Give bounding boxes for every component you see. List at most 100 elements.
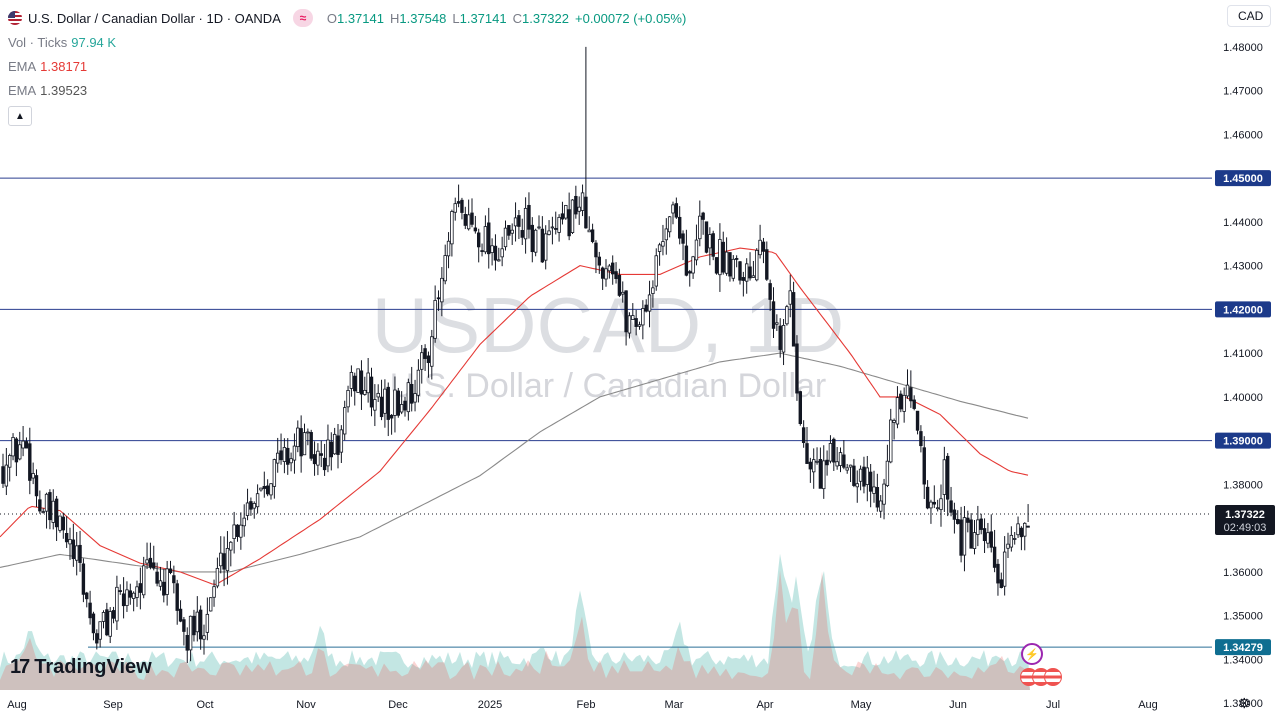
candle[interactable] [353, 372, 357, 406]
candle[interactable] [319, 440, 323, 468]
candle[interactable] [688, 269, 692, 287]
candle[interactable] [858, 465, 863, 491]
candle[interactable] [751, 260, 756, 278]
candle[interactable] [359, 360, 364, 410]
candle[interactable] [999, 572, 1003, 589]
candle[interactable] [513, 202, 518, 242]
candle[interactable] [862, 456, 866, 494]
candle[interactable] [399, 391, 404, 415]
candle[interactable] [885, 444, 890, 488]
candle[interactable] [711, 230, 715, 261]
candle[interactable] [195, 596, 199, 642]
candle[interactable] [28, 427, 32, 495]
candle[interactable] [302, 423, 307, 456]
candle[interactable] [611, 255, 615, 285]
candle[interactable] [617, 268, 622, 298]
candle[interactable] [88, 590, 92, 625]
candle[interactable] [798, 390, 802, 426]
candle[interactable] [470, 198, 474, 228]
candle[interactable] [778, 318, 782, 358]
candle[interactable] [326, 424, 330, 473]
candle[interactable] [567, 192, 571, 241]
candle[interactable] [728, 252, 732, 282]
candle[interactable] [875, 473, 880, 512]
candle[interactable] [91, 611, 96, 641]
candle[interactable] [269, 483, 273, 500]
volume-label[interactable]: Vol · Ticks [8, 34, 68, 50]
candle[interactable] [376, 384, 380, 403]
candle[interactable] [915, 410, 920, 435]
candle[interactable] [406, 378, 411, 421]
candle[interactable] [409, 366, 414, 412]
candle[interactable] [959, 506, 963, 563]
candle[interactable] [225, 531, 230, 585]
candle[interactable] [95, 629, 99, 650]
candle[interactable] [788, 274, 792, 318]
ema-slow-label[interactable]: EMA [8, 82, 37, 98]
candle[interactable] [286, 438, 290, 475]
symbol-title[interactable]: U.S. Dollar / Canadian Dollar · 1D · OAN… [28, 10, 281, 26]
candle[interactable] [905, 369, 910, 399]
candle[interactable] [1026, 504, 1030, 528]
candle[interactable] [969, 513, 973, 549]
candle[interactable] [292, 433, 297, 474]
candle[interactable] [255, 484, 260, 514]
candle[interactable] [430, 329, 434, 380]
candle[interactable] [935, 499, 940, 512]
candle[interactable] [396, 387, 400, 418]
candle[interactable] [182, 616, 186, 646]
candle[interactable] [594, 240, 598, 274]
candle[interactable] [440, 267, 444, 317]
candle[interactable] [1019, 526, 1024, 551]
candle[interactable] [205, 597, 210, 641]
candle[interactable] [667, 216, 672, 238]
candle[interactable] [808, 457, 813, 483]
candle[interactable] [242, 504, 246, 537]
candle[interactable] [289, 452, 293, 472]
candle[interactable] [239, 512, 243, 550]
candle[interactable] [560, 201, 565, 225]
candle[interactable] [1, 453, 5, 489]
candle[interactable] [584, 46, 588, 229]
candle[interactable] [865, 455, 869, 502]
candle[interactable] [577, 196, 581, 225]
candle[interactable] [815, 447, 819, 465]
candle[interactable] [175, 579, 179, 625]
candle[interactable] [721, 231, 725, 275]
candle[interactable] [748, 252, 752, 281]
candle[interactable] [456, 184, 461, 208]
candle[interactable] [634, 309, 638, 336]
candle[interactable] [68, 527, 72, 560]
candle[interactable] [1006, 532, 1010, 558]
candle[interactable] [466, 199, 471, 231]
candle[interactable] [1016, 516, 1020, 538]
candle[interactable] [85, 591, 89, 608]
candle[interactable] [24, 437, 29, 449]
candle[interactable] [369, 367, 374, 417]
candle[interactable] [342, 400, 347, 441]
candle[interactable] [805, 427, 809, 464]
candle[interactable] [118, 584, 122, 595]
candle[interactable] [493, 234, 498, 271]
candle[interactable] [801, 420, 806, 448]
candle[interactable] [882, 478, 886, 520]
candle[interactable] [694, 224, 699, 266]
candles[interactable] [1, 46, 1030, 664]
candle[interactable] [701, 211, 705, 235]
candle[interactable] [758, 224, 762, 259]
candle[interactable] [507, 225, 511, 240]
candle[interactable] [986, 522, 990, 549]
candle[interactable] [252, 501, 256, 519]
candle[interactable] [919, 425, 923, 453]
candle[interactable] [785, 304, 789, 326]
candle[interactable] [731, 255, 735, 282]
candle[interactable] [75, 531, 79, 576]
candle[interactable] [7, 453, 12, 482]
candle[interactable] [996, 559, 1000, 596]
candle[interactable] [339, 425, 344, 464]
candle[interactable] [976, 505, 980, 547]
candle[interactable] [537, 215, 541, 230]
candle[interactable] [681, 230, 685, 261]
candle[interactable] [761, 237, 766, 264]
candle[interactable] [889, 408, 893, 464]
